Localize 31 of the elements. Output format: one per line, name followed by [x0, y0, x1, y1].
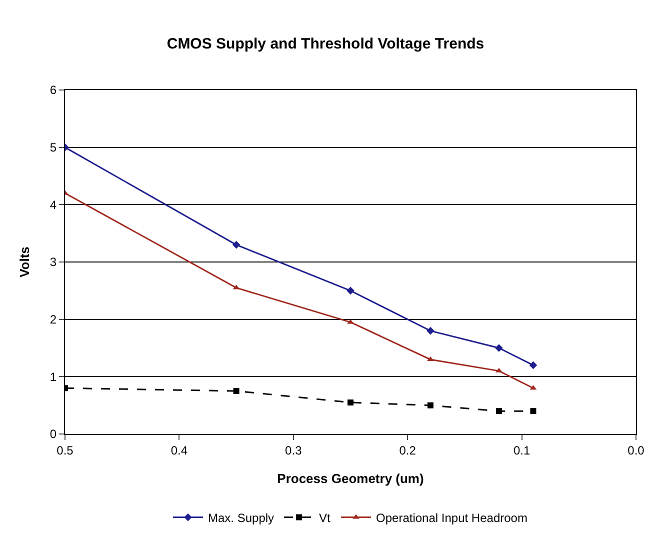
x-tick-label: 0.2: [399, 443, 416, 458]
x-tick-label: 0.4: [170, 443, 188, 458]
y-tick-label: 5: [50, 140, 57, 155]
point: [232, 240, 240, 249]
point: [530, 408, 536, 414]
y-tick-label: 4: [50, 198, 57, 212]
point: [233, 388, 240, 394]
y-tick-label: 1: [50, 370, 57, 384]
x-axis-title: Process Geometry (um): [277, 471, 424, 486]
point: [348, 399, 354, 406]
point: [426, 326, 434, 335]
y-axis-title: Volts: [17, 246, 32, 278]
point: [427, 402, 434, 408]
y-tick-label: 0: [50, 427, 57, 442]
y-tick-label: 2: [50, 312, 57, 327]
x-tick-label: 0.0: [628, 443, 645, 458]
legend-label: Vt: [319, 510, 332, 525]
point: [496, 368, 502, 372]
point: [346, 286, 354, 295]
y-tick-label: 6: [50, 83, 57, 98]
y-tick-label: 3: [50, 255, 57, 270]
chart-title: CMOS Supply and Threshold Voltage Trends: [166, 36, 484, 53]
x-tick-label: 0.3: [285, 443, 302, 458]
point: [495, 344, 503, 352]
point: [347, 319, 354, 324]
legend-label: Max. Supply: [208, 510, 274, 525]
x-tick-label: 0.5: [56, 443, 74, 458]
point: [529, 361, 538, 370]
legend-label: Operational Input Headroom: [376, 510, 528, 525]
point: [496, 408, 502, 414]
x-tick-label: 0.1: [513, 443, 530, 458]
